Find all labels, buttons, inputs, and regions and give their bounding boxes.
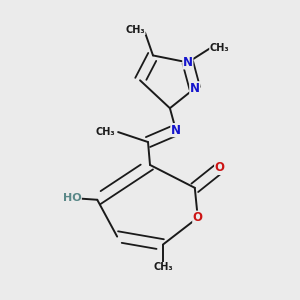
Text: CH₃: CH₃ <box>95 127 115 137</box>
Text: N: N <box>183 56 193 69</box>
Text: O: O <box>193 211 203 224</box>
Text: CH₃: CH₃ <box>153 262 173 272</box>
Text: N: N <box>171 124 181 136</box>
Text: CH₃: CH₃ <box>125 25 145 34</box>
Text: HO: HO <box>63 193 81 203</box>
Text: CH₃: CH₃ <box>210 44 229 53</box>
Text: N: N <box>190 82 200 95</box>
Text: O: O <box>215 161 225 174</box>
